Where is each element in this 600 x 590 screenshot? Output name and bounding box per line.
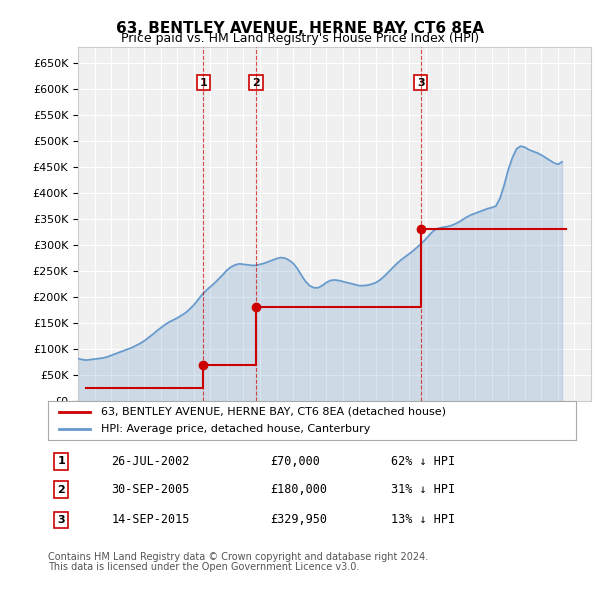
Text: 2: 2 bbox=[58, 485, 65, 494]
Text: 1: 1 bbox=[199, 78, 207, 87]
Text: 31% ↓ HPI: 31% ↓ HPI bbox=[391, 483, 455, 496]
Text: This data is licensed under the Open Government Licence v3.0.: This data is licensed under the Open Gov… bbox=[48, 562, 359, 572]
Text: 3: 3 bbox=[417, 78, 425, 87]
Text: 63, BENTLEY AVENUE, HERNE BAY, CT6 8EA: 63, BENTLEY AVENUE, HERNE BAY, CT6 8EA bbox=[116, 21, 484, 35]
Text: HPI: Average price, detached house, Canterbury: HPI: Average price, detached house, Cant… bbox=[101, 424, 370, 434]
Text: £70,000: £70,000 bbox=[270, 455, 320, 468]
Text: 1: 1 bbox=[58, 457, 65, 466]
Text: £329,950: £329,950 bbox=[270, 513, 327, 526]
Text: 2: 2 bbox=[252, 78, 260, 87]
Text: 30-SEP-2005: 30-SEP-2005 bbox=[112, 483, 190, 496]
Text: Contains HM Land Registry data © Crown copyright and database right 2024.: Contains HM Land Registry data © Crown c… bbox=[48, 552, 428, 562]
Text: 26-JUL-2002: 26-JUL-2002 bbox=[112, 455, 190, 468]
Text: Price paid vs. HM Land Registry's House Price Index (HPI): Price paid vs. HM Land Registry's House … bbox=[121, 32, 479, 45]
Text: 62% ↓ HPI: 62% ↓ HPI bbox=[391, 455, 455, 468]
Text: £180,000: £180,000 bbox=[270, 483, 327, 496]
Text: 63, BENTLEY AVENUE, HERNE BAY, CT6 8EA (detached house): 63, BENTLEY AVENUE, HERNE BAY, CT6 8EA (… bbox=[101, 407, 446, 417]
Text: 13% ↓ HPI: 13% ↓ HPI bbox=[391, 513, 455, 526]
Text: 14-SEP-2015: 14-SEP-2015 bbox=[112, 513, 190, 526]
Text: 3: 3 bbox=[58, 515, 65, 525]
